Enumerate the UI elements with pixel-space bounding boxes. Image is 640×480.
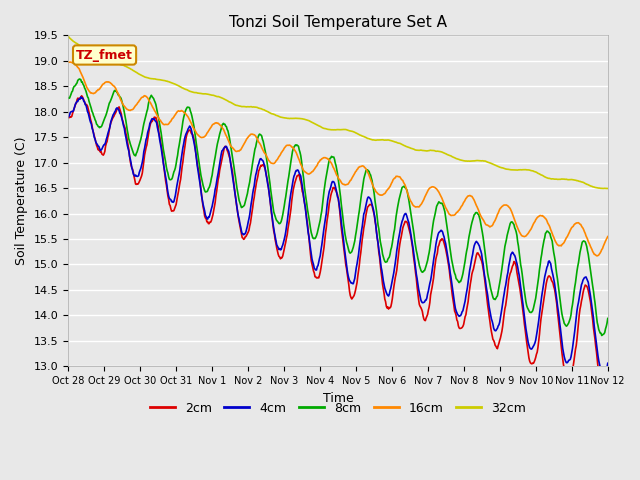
Title: Tonzi Soil Temperature Set A: Tonzi Soil Temperature Set A: [229, 15, 447, 30]
8cm: [185, 104, 193, 110]
Legend: 2cm, 4cm, 8cm, 16cm, 32cm: 2cm, 4cm, 8cm, 16cm, 32cm: [145, 396, 531, 420]
4cm: [64, 114, 72, 120]
8cm: [404, 193, 412, 199]
8cm: [598, 333, 605, 338]
Line: 2cm: 2cm: [68, 96, 608, 396]
32cm: [74, 41, 82, 47]
Y-axis label: Soil Temperature (C): Soil Temperature (C): [15, 137, 28, 265]
2cm: [404, 222, 412, 228]
Line: 4cm: 4cm: [68, 97, 608, 377]
16cm: [403, 190, 411, 195]
4cm: [214, 174, 221, 180]
4cm: [131, 172, 138, 178]
8cm: [604, 315, 612, 321]
2cm: [185, 128, 193, 133]
32cm: [604, 186, 612, 192]
4cm: [404, 218, 412, 224]
4cm: [604, 360, 612, 366]
8cm: [64, 96, 72, 101]
32cm: [184, 87, 192, 93]
16cm: [419, 198, 427, 204]
16cm: [184, 114, 192, 120]
16cm: [74, 64, 82, 70]
32cm: [603, 186, 611, 192]
Line: 16cm: 16cm: [68, 62, 608, 256]
Text: TZ_fmet: TZ_fmet: [76, 48, 133, 61]
2cm: [604, 382, 612, 387]
8cm: [131, 152, 138, 157]
32cm: [403, 144, 411, 150]
Line: 32cm: 32cm: [68, 36, 608, 189]
8cm: [420, 268, 428, 274]
4cm: [420, 300, 428, 305]
32cm: [213, 94, 221, 99]
4cm: [77, 94, 84, 100]
16cm: [129, 106, 137, 112]
16cm: [213, 120, 221, 126]
X-axis label: Time: Time: [323, 392, 353, 405]
2cm: [77, 93, 85, 99]
8cm: [76, 76, 83, 82]
4cm: [185, 125, 193, 131]
16cm: [64, 59, 72, 65]
32cm: [64, 33, 72, 38]
32cm: [419, 148, 427, 154]
2cm: [601, 393, 609, 398]
2cm: [131, 174, 138, 180]
8cm: [214, 141, 221, 146]
2cm: [214, 182, 221, 188]
4cm: [74, 98, 82, 104]
2cm: [74, 96, 82, 101]
Line: 8cm: 8cm: [68, 79, 608, 336]
2cm: [64, 115, 72, 120]
2cm: [420, 316, 428, 322]
32cm: [129, 68, 137, 73]
16cm: [604, 234, 612, 240]
4cm: [600, 374, 608, 380]
16cm: [593, 253, 601, 259]
8cm: [74, 77, 82, 83]
